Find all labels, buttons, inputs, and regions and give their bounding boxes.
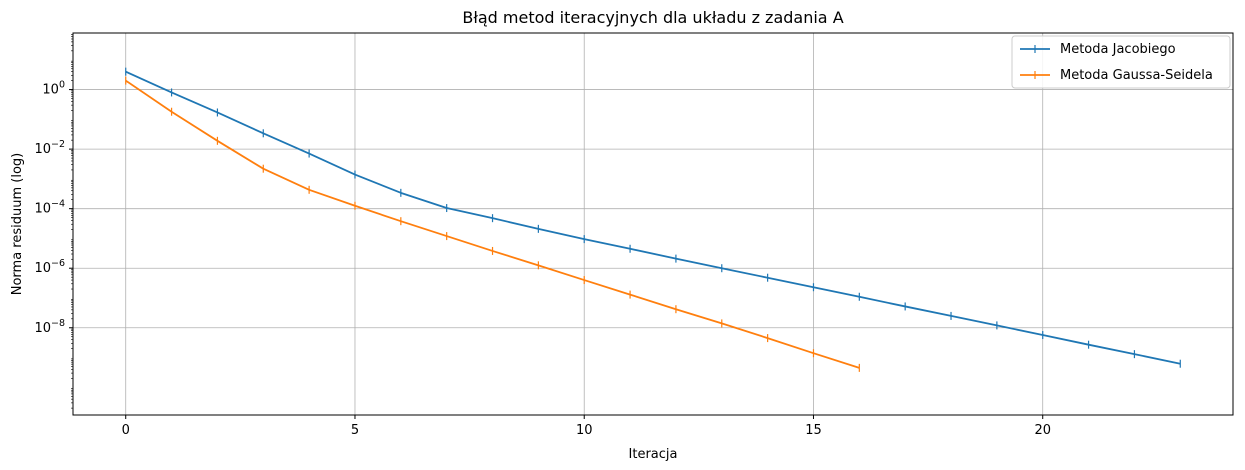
x-tick-label: 5 [351,423,359,438]
y-tick-label: 10−2 [34,139,65,157]
y-tick-label: 10−8 [34,318,65,336]
x-tick-label: 15 [805,423,822,438]
x-tick-label: 20 [1034,423,1051,438]
grid-layer [73,33,1233,415]
legend-box [1011,35,1231,89]
series-line-0 [125,70,1181,365]
x-axis-label: Iteracja [629,447,678,462]
y-tick-label: 10−4 [34,199,65,217]
legend: Metoda Jacobiego Metoda Gaussa-Seidela [1011,35,1231,89]
tick-layer: 0 5 10 15 20 100 10−2 10−4 10−6 10−8 [34,34,1051,438]
y-tick-label: 10−6 [34,258,65,276]
chart-title: Błąd metod iteracyjnych dla układu z zad… [462,8,843,27]
y-axis-label: Norma residuum (log) [10,153,25,296]
legend-label-jacobi: Metoda Jacobiego [1060,42,1176,57]
x-tick-label: 10 [576,423,593,438]
x-tick-label: 0 [122,423,130,438]
legend-label-gauss-seidel: Metoda Gaussa-Seidela [1060,68,1213,83]
y-tick-label: 100 [42,80,65,98]
series-layer [125,67,1181,372]
